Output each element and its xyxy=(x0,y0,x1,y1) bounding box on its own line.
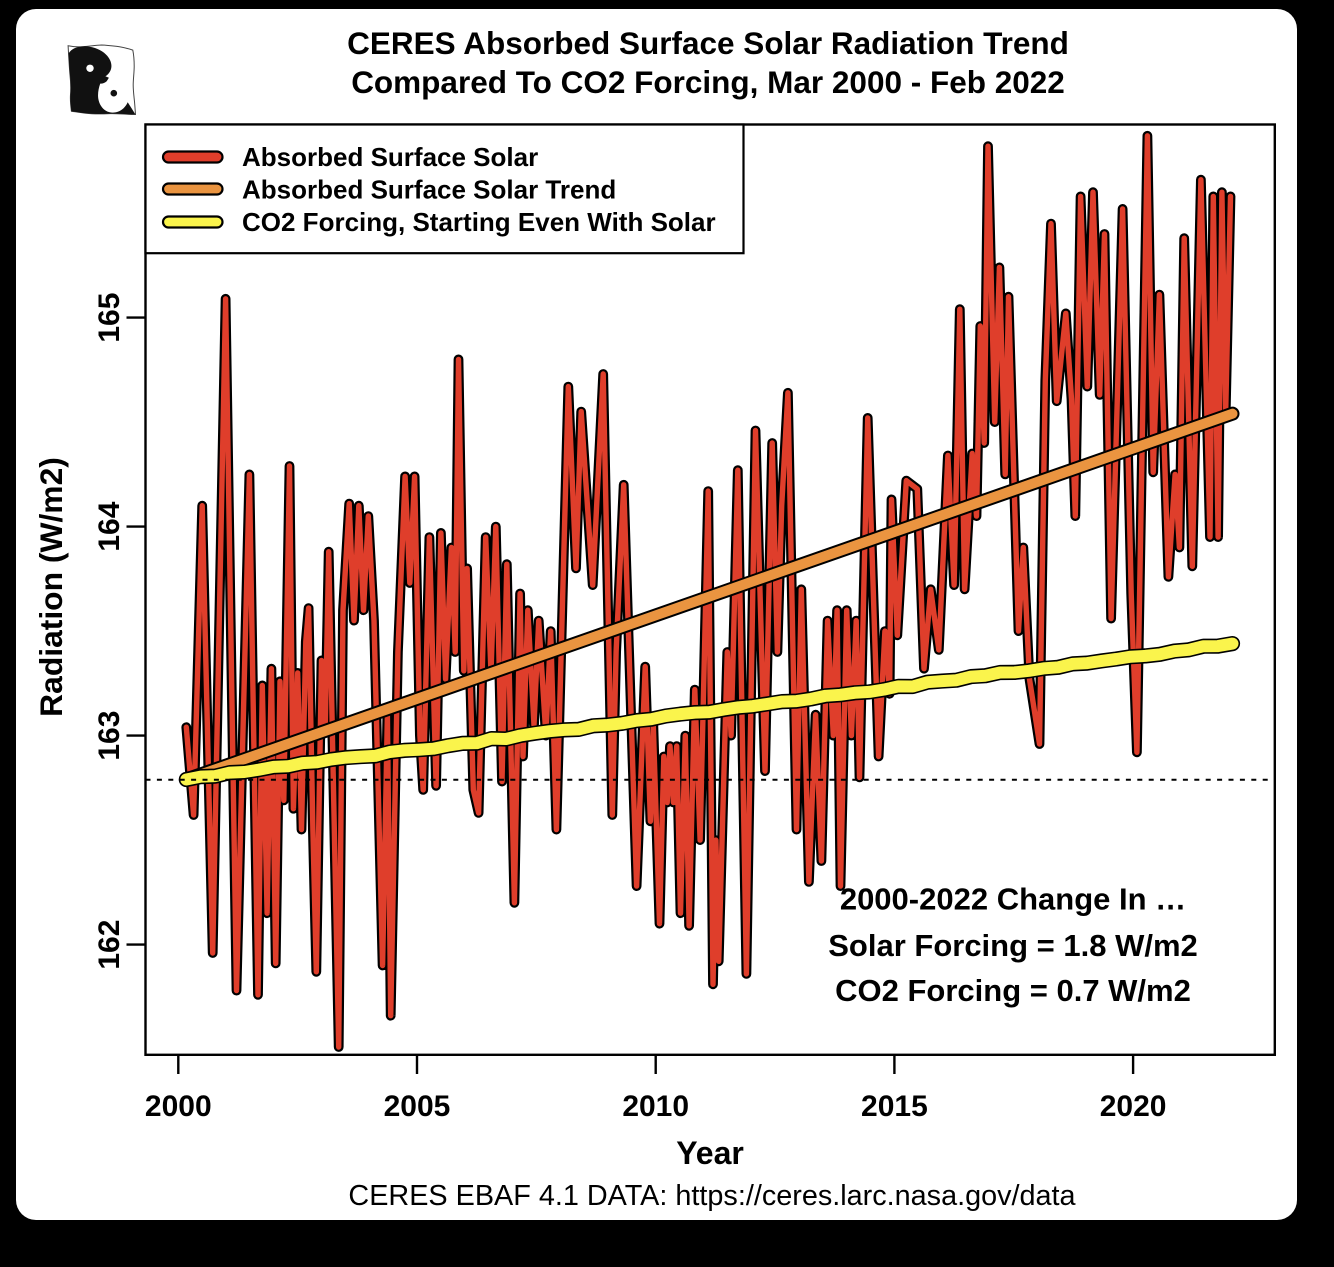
svg-text:Absorbed Surface Solar Trend: Absorbed Surface Solar Trend xyxy=(242,175,616,205)
svg-text:2005: 2005 xyxy=(384,1090,451,1123)
svg-text:CO2 Forcing = 0.7 W/m2: CO2 Forcing = 0.7 W/m2 xyxy=(835,973,1191,1008)
svg-text:CO2 Forcing, Starting Even Wit: CO2 Forcing, Starting Even With Solar xyxy=(242,207,716,237)
svg-text:2010: 2010 xyxy=(622,1090,689,1123)
svg-text:CERES Absorbed Surface Solar R: CERES Absorbed Surface Solar Radiation T… xyxy=(347,25,1069,61)
svg-text:2000-2022 Change In …: 2000-2022 Change In … xyxy=(840,882,1186,917)
svg-text:165: 165 xyxy=(93,293,126,343)
svg-text:Absorbed Surface Solar: Absorbed Surface Solar xyxy=(242,142,538,172)
svg-text:Solar Forcing = 1.8 W/m2: Solar Forcing = 1.8 W/m2 xyxy=(828,928,1198,963)
svg-text:Compared To CO2 Forcing, Mar 2: Compared To CO2 Forcing, Mar 2000 - Feb … xyxy=(351,64,1065,100)
svg-text:2020: 2020 xyxy=(1100,1090,1167,1123)
svg-text:2000: 2000 xyxy=(145,1090,212,1123)
svg-text:2015: 2015 xyxy=(861,1090,928,1123)
svg-text:164: 164 xyxy=(93,501,126,551)
svg-text:CERES EBAF 4.1 DATA: https://c: CERES EBAF 4.1 DATA: https://ceres.larc.… xyxy=(348,1180,1076,1212)
svg-text:Year: Year xyxy=(676,1135,744,1171)
svg-text:163: 163 xyxy=(93,711,126,761)
svg-text:Radiation (W/m2): Radiation (W/m2) xyxy=(33,457,69,717)
svg-text:162: 162 xyxy=(93,920,126,970)
